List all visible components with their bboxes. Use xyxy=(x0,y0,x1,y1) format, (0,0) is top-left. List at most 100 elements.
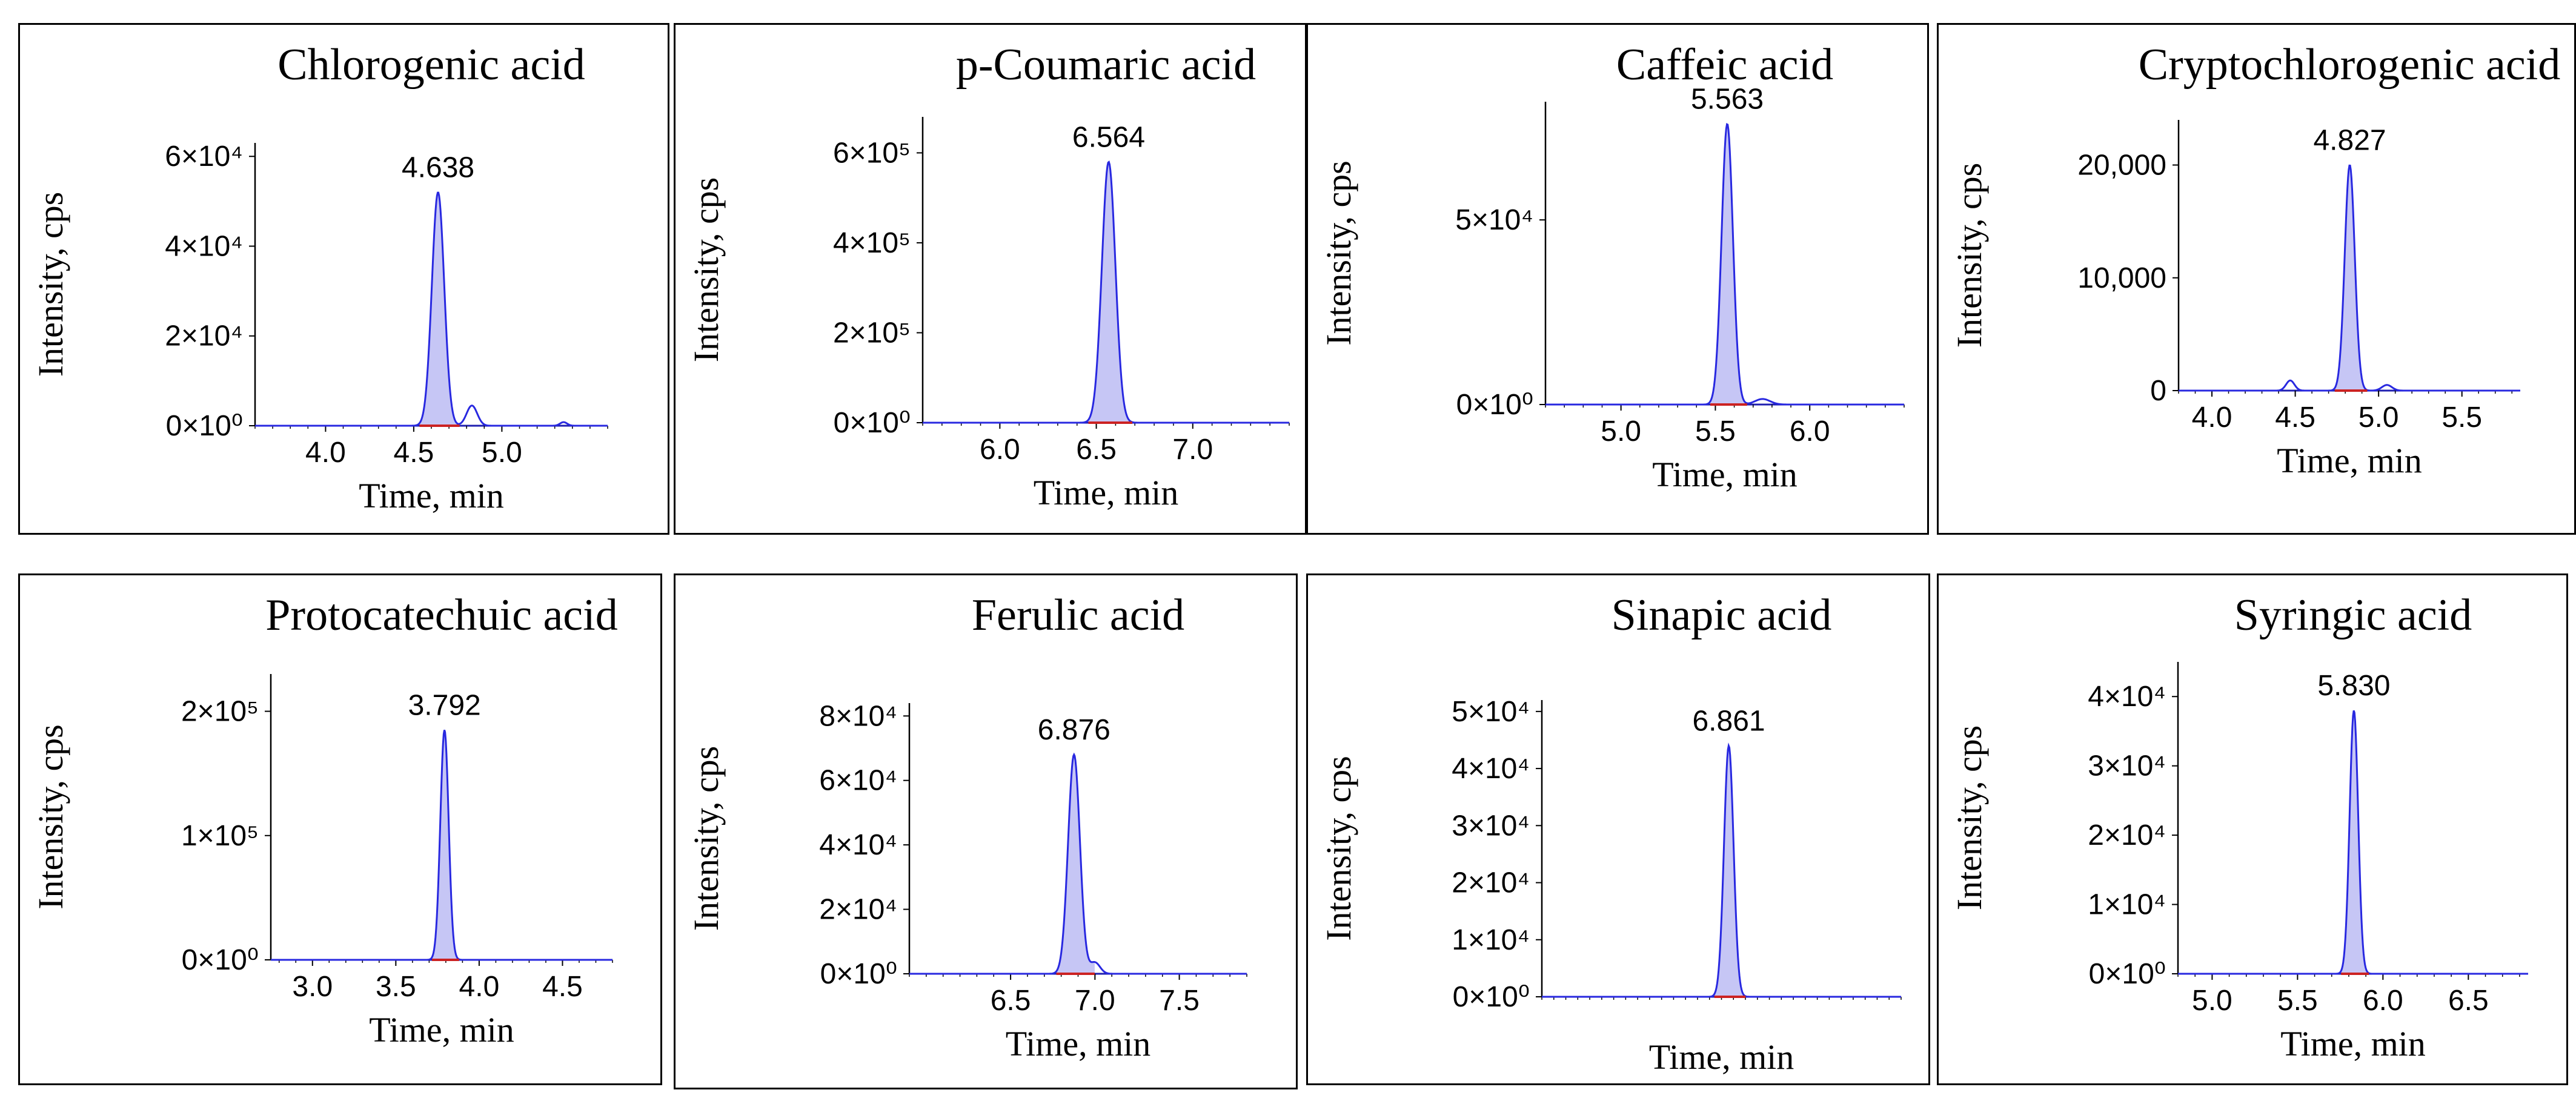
peak-retention-time-label: 3.792 xyxy=(408,689,481,721)
y-tick-label: 6×10⁵ xyxy=(833,137,911,169)
x-tick-label: 5.0 xyxy=(482,437,522,469)
chromatogram-trace xyxy=(1542,742,1901,998)
peak-area-fill xyxy=(2334,165,2368,391)
chromatogram-trace xyxy=(271,730,612,961)
peak-area-fill xyxy=(419,192,460,426)
y-tick-label: 0×10⁰ xyxy=(820,958,897,990)
y-tick-label: 6×10⁴ xyxy=(165,140,243,173)
y-tick-label: 3×10⁴ xyxy=(2088,750,2166,782)
peak-retention-time-label: 6.564 xyxy=(1072,121,1145,153)
chart-title: Caffeic acid xyxy=(1616,40,1833,90)
y-tick-label: 5×10⁴ xyxy=(1455,204,1533,236)
chromatogram-panel-chlorogenic-acid: Chlorogenic acid 4.0 4.5 5.0 0×10⁰ 2×10⁴ 4×10⁴… xyxy=(18,23,669,535)
chromatogram-panel-protocatechuic-acid: Protocatechuic acid 3.0 3.5 4.0 4.5 0×10⁰ 1×10… xyxy=(18,573,662,1085)
y-tick-label: 20,000 xyxy=(2077,150,2166,182)
x-tick-label: 6.0 xyxy=(1790,415,1830,448)
y-tick-label: 4×10⁴ xyxy=(165,230,243,262)
x-axis-label: Time, min xyxy=(1034,473,1179,512)
x-tick-label: 7.0 xyxy=(1172,434,1213,466)
peak-retention-time-label: 5.563 xyxy=(1691,84,1764,116)
chromatogram-panel-caffeic-acid: Caffeic acid 5.0 5.5 6.0 0×10⁰ 5×10⁴ Time, min… xyxy=(1306,23,1929,535)
y-tick-label: 8×10⁴ xyxy=(819,700,897,732)
y-tick-label: 2×10⁴ xyxy=(1452,867,1530,899)
x-tick-label: 5.0 xyxy=(1601,415,1641,448)
x-tick-label: 5.5 xyxy=(2277,985,2318,1017)
peak-retention-time-label: 4.638 xyxy=(402,152,474,184)
x-tick-label: 6.5 xyxy=(1076,434,1117,466)
y-tick-label: 2×10⁵ xyxy=(181,696,259,728)
y-tick-label: 10,000 xyxy=(2077,262,2166,294)
chromatogram-panel-ferulic-acid: Ferulic acid 6.5 7.0 7.5 0×10⁰ 2×10⁴ 4×10⁴ 6×10… xyxy=(674,573,1298,1089)
chromatogram-panel-cryptochlorogenic-acid: Cryptochlorogenic acid 4.0 4.5 5.0 5.5 0 10,00… xyxy=(1937,23,2576,535)
x-tick-label: 7.5 xyxy=(1159,985,1200,1017)
x-tick-label: 6.0 xyxy=(980,434,1020,466)
y-tick-label: 4×10⁴ xyxy=(1452,753,1530,785)
x-axis-label: Time, min xyxy=(1006,1024,1151,1063)
chromatogram-trace xyxy=(255,191,608,427)
chromatogram-panel-syringic-acid: Syringic acid 5.0 5.5 6.0 6.5 0×10⁰ 1×10⁴ 2×10⁴… xyxy=(1937,573,2568,1085)
y-tick-label: 3×10⁴ xyxy=(1452,810,1530,842)
x-tick-label: 6.5 xyxy=(2448,985,2489,1017)
y-axis-label: Intensity, cps xyxy=(31,192,70,377)
peak-retention-time-label: 5.830 xyxy=(2317,670,2390,702)
y-tick-label: 1×10⁴ xyxy=(2088,889,2166,921)
y-tick-label: 2×10⁴ xyxy=(165,320,243,352)
x-tick-label: 5.0 xyxy=(2359,401,2399,434)
x-tick-label: 4.5 xyxy=(394,437,434,469)
peak-retention-time-label: 6.876 xyxy=(1038,714,1110,746)
y-tick-label: 0×10⁰ xyxy=(1453,981,1530,1013)
chromatogram-svg: Syringic acid 5.0 5.5 6.0 6.5 0×10⁰ 1×10⁴ 2×10⁴… xyxy=(1950,590,2528,1063)
peak-area-fill xyxy=(1714,745,1746,997)
y-tick-label: 4×10⁴ xyxy=(819,829,897,861)
peak-area-fill xyxy=(1710,124,1747,405)
chromatogram-panel-sinapic-acid: Sinapic acid 0×10⁰ 1×10⁴ 2×10⁴ 3×10⁴ 4×10⁴ 5×1… xyxy=(1306,573,1930,1085)
chromatogram-trace xyxy=(1545,123,1904,406)
x-tick-label: 4.0 xyxy=(305,437,346,469)
x-tick-label: 6.0 xyxy=(2363,985,2403,1017)
y-tick-label: 5×10⁴ xyxy=(1452,696,1530,728)
y-tick-label: 2×10⁴ xyxy=(2088,819,2166,851)
chromatogram-trace xyxy=(2179,164,2520,392)
x-tick-label: 7.0 xyxy=(1075,985,1115,1017)
chart-title: Sinapic acid xyxy=(1612,590,1832,640)
chart-title: Protocatechuic acid xyxy=(265,590,617,640)
y-tick-label: 1×10⁵ xyxy=(181,820,259,852)
x-axis-label: Time, min xyxy=(2280,1024,2426,1063)
y-tick-label: 0×10⁰ xyxy=(182,944,259,976)
y-tick-label: 2×10⁴ xyxy=(819,894,897,926)
chart-title: Chlorogenic acid xyxy=(277,40,585,90)
chart-title: Ferulic acid xyxy=(972,590,1184,640)
chart-title: Cryptochlorogenic acid xyxy=(2139,40,2561,90)
y-tick-label: 0×10⁰ xyxy=(834,407,911,439)
y-tick-label: 1×10⁴ xyxy=(1452,924,1530,956)
x-axis-label: Time, min xyxy=(2277,441,2422,480)
y-tick-label: 6×10⁴ xyxy=(819,765,897,797)
chromatogram-trace xyxy=(909,752,1247,975)
x-tick-label: 3.5 xyxy=(376,971,416,1003)
y-tick-label: 0×10⁰ xyxy=(2089,958,2166,990)
x-tick-label: 4.0 xyxy=(459,971,500,1003)
y-tick-label: 4×10⁵ xyxy=(833,227,911,259)
y-tick-label: 0 xyxy=(2150,375,2166,407)
peak-retention-time-label: 6.861 xyxy=(1692,705,1765,737)
chromatogram-svg: Protocatechuic acid 3.0 3.5 4.0 4.5 0×10⁰ 1×10… xyxy=(31,590,618,1049)
x-tick-label: 5.5 xyxy=(2442,401,2482,434)
chromatogram-panel-p-coumaric-acid: p-Coumaric acid 6.0 6.5 7.0 0×10⁰ 2×10⁵ 4×10⁵ 6… xyxy=(674,23,1307,535)
chromatogram-trace xyxy=(2178,710,2528,975)
y-tick-label: 4×10⁴ xyxy=(2088,681,2166,713)
chromatogram-svg: Caffeic acid 5.0 5.5 6.0 0×10⁰ 5×10⁴ Time, min… xyxy=(1319,40,1905,494)
x-tick-label: 4.5 xyxy=(542,971,583,1003)
peak-area-fill xyxy=(432,730,459,960)
peak-area-fill xyxy=(1056,755,1095,974)
peak-retention-time-label: 4.827 xyxy=(2313,125,2386,157)
y-axis-label: Intensity, cps xyxy=(686,746,726,931)
y-tick-label: 2×10⁵ xyxy=(833,317,911,349)
chromatogram-trace xyxy=(923,160,1289,424)
x-axis-label: Time, min xyxy=(369,1010,514,1049)
x-tick-label: 3.0 xyxy=(292,971,333,1003)
y-axis-label: Intensity, cps xyxy=(31,724,70,910)
chromatogram-svg: p-Coumaric acid 6.0 6.5 7.0 0×10⁰ 2×10⁵ 4×10⁵ 6… xyxy=(686,40,1290,512)
x-axis-label: Time, min xyxy=(1649,1037,1794,1077)
chart-title: p-Coumaric acid xyxy=(956,40,1256,90)
y-axis-label: Intensity, cps xyxy=(1319,160,1358,346)
